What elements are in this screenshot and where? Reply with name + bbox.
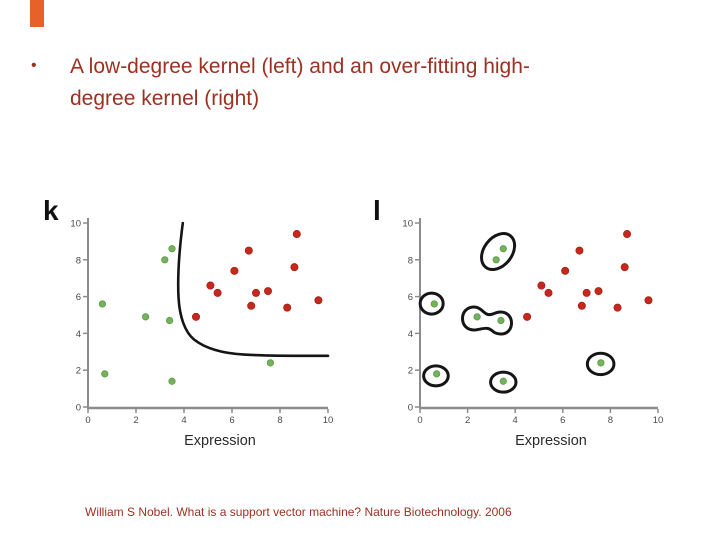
y-tick-label: 6: [76, 292, 81, 303]
x-tick-label: 2: [465, 415, 470, 426]
red-class-data-point: [191, 312, 200, 321]
y-tick-label: 10: [402, 219, 413, 230]
cluster-outline-ellipse: [422, 364, 450, 388]
red-class-data-point: [283, 303, 292, 312]
slide-title: A low-degree kernel (left) and an over-f…: [70, 51, 670, 115]
y-tick-label: 4: [76, 329, 81, 340]
y-tick-label: 0: [408, 403, 413, 414]
green-class-data-point: [497, 316, 505, 325]
red-class-data-point: [230, 266, 239, 275]
green-class-data-point: [499, 377, 507, 385]
scatter-panel-k: 0 2 4 6 8 10 0 2 4 6 8 10 Expression k: [43, 195, 334, 449]
cluster-outline-peanut: [461, 305, 513, 336]
red-class-data-point: [290, 263, 299, 272]
bullet-marker: •: [31, 57, 37, 74]
red-class-data-point: [561, 266, 570, 275]
red-class-data-point: [537, 281, 546, 290]
slide-title-line-1: A low-degree kernel (left) and an over-f…: [70, 55, 530, 78]
red-class-data-point: [206, 281, 215, 290]
y-tick-label: 2: [408, 366, 413, 377]
red-class-data-point: [644, 296, 653, 305]
red-class-data-point: [247, 301, 256, 310]
x-axis-title: Expression: [184, 433, 256, 449]
red-class-data-point: [544, 288, 553, 297]
slide-title-line-2: degree kernel (right): [70, 87, 260, 110]
x-tick-label: 0: [85, 415, 90, 426]
red-class-data-point: [251, 288, 260, 297]
red-class-data-point: [314, 296, 323, 305]
y-tick-label: 10: [70, 219, 81, 230]
scatter-panel-l: 0 2 4 6 8 10 0 2 4 6 8 10 Expression l: [373, 195, 664, 449]
green-class-data-point: [597, 359, 605, 367]
cluster-outline-ellipse: [585, 351, 616, 377]
y-tick-label: 2: [76, 366, 81, 377]
slide-accent-bar: [30, 0, 44, 27]
green-class-data-point: [473, 313, 481, 321]
red-class-data-point: [613, 303, 622, 312]
red-class-data-point: [594, 287, 603, 296]
red-class-data-point: [623, 230, 632, 239]
red-class-data-point: [523, 312, 532, 321]
green-class-data-point: [499, 245, 507, 253]
y-tick-label: 8: [76, 255, 81, 266]
red-class-data-point: [620, 263, 629, 272]
y-tick-label: 4: [408, 329, 413, 340]
green-class-data-point: [266, 359, 274, 367]
x-tick-label: 4: [181, 415, 186, 426]
x-tick-label: 0: [417, 415, 422, 426]
citation-text: William S Nobel. What is a support vecto…: [85, 505, 512, 519]
red-class-data-point: [213, 288, 222, 297]
green-class-data-point: [98, 300, 107, 308]
y-tick-label: 8: [408, 255, 413, 266]
green-class-data-point: [168, 377, 176, 385]
x-tick-label: 6: [229, 415, 234, 426]
green-class-data-point: [161, 256, 169, 264]
red-class-data-point: [575, 246, 584, 255]
cluster-outline-ellipse: [489, 370, 518, 394]
red-class-data-point: [263, 287, 272, 296]
panel-label: k: [43, 195, 59, 226]
red-class-data-point: [292, 230, 301, 239]
cluster-outline-ellipse: [418, 291, 445, 316]
x-tick-label: 10: [653, 415, 664, 426]
red-class-data-point: [582, 288, 591, 297]
y-tick-label: 0: [76, 403, 81, 414]
x-tick-label: 8: [608, 415, 613, 426]
x-tick-label: 10: [323, 415, 334, 426]
red-class-data-point: [244, 246, 253, 255]
green-class-data-point: [492, 256, 500, 264]
green-class-data-point: [433, 370, 441, 378]
x-axis-title: Expression: [515, 433, 587, 449]
green-class-data-point: [101, 370, 109, 378]
green-class-data-point: [166, 316, 174, 325]
x-tick-label: 6: [560, 415, 565, 426]
green-class-data-point: [430, 300, 438, 308]
decision-boundary-curve: [176, 221, 330, 358]
red-class-data-point: [577, 301, 586, 310]
x-tick-label: 2: [133, 415, 138, 426]
x-tick-label: 8: [277, 415, 282, 426]
panel-label: l: [373, 195, 381, 226]
cluster-outline-ellipse: [480, 232, 517, 271]
y-tick-label: 6: [408, 292, 413, 303]
green-class-data-point: [168, 245, 176, 253]
x-tick-label: 4: [513, 415, 518, 426]
green-class-data-point: [142, 313, 150, 321]
